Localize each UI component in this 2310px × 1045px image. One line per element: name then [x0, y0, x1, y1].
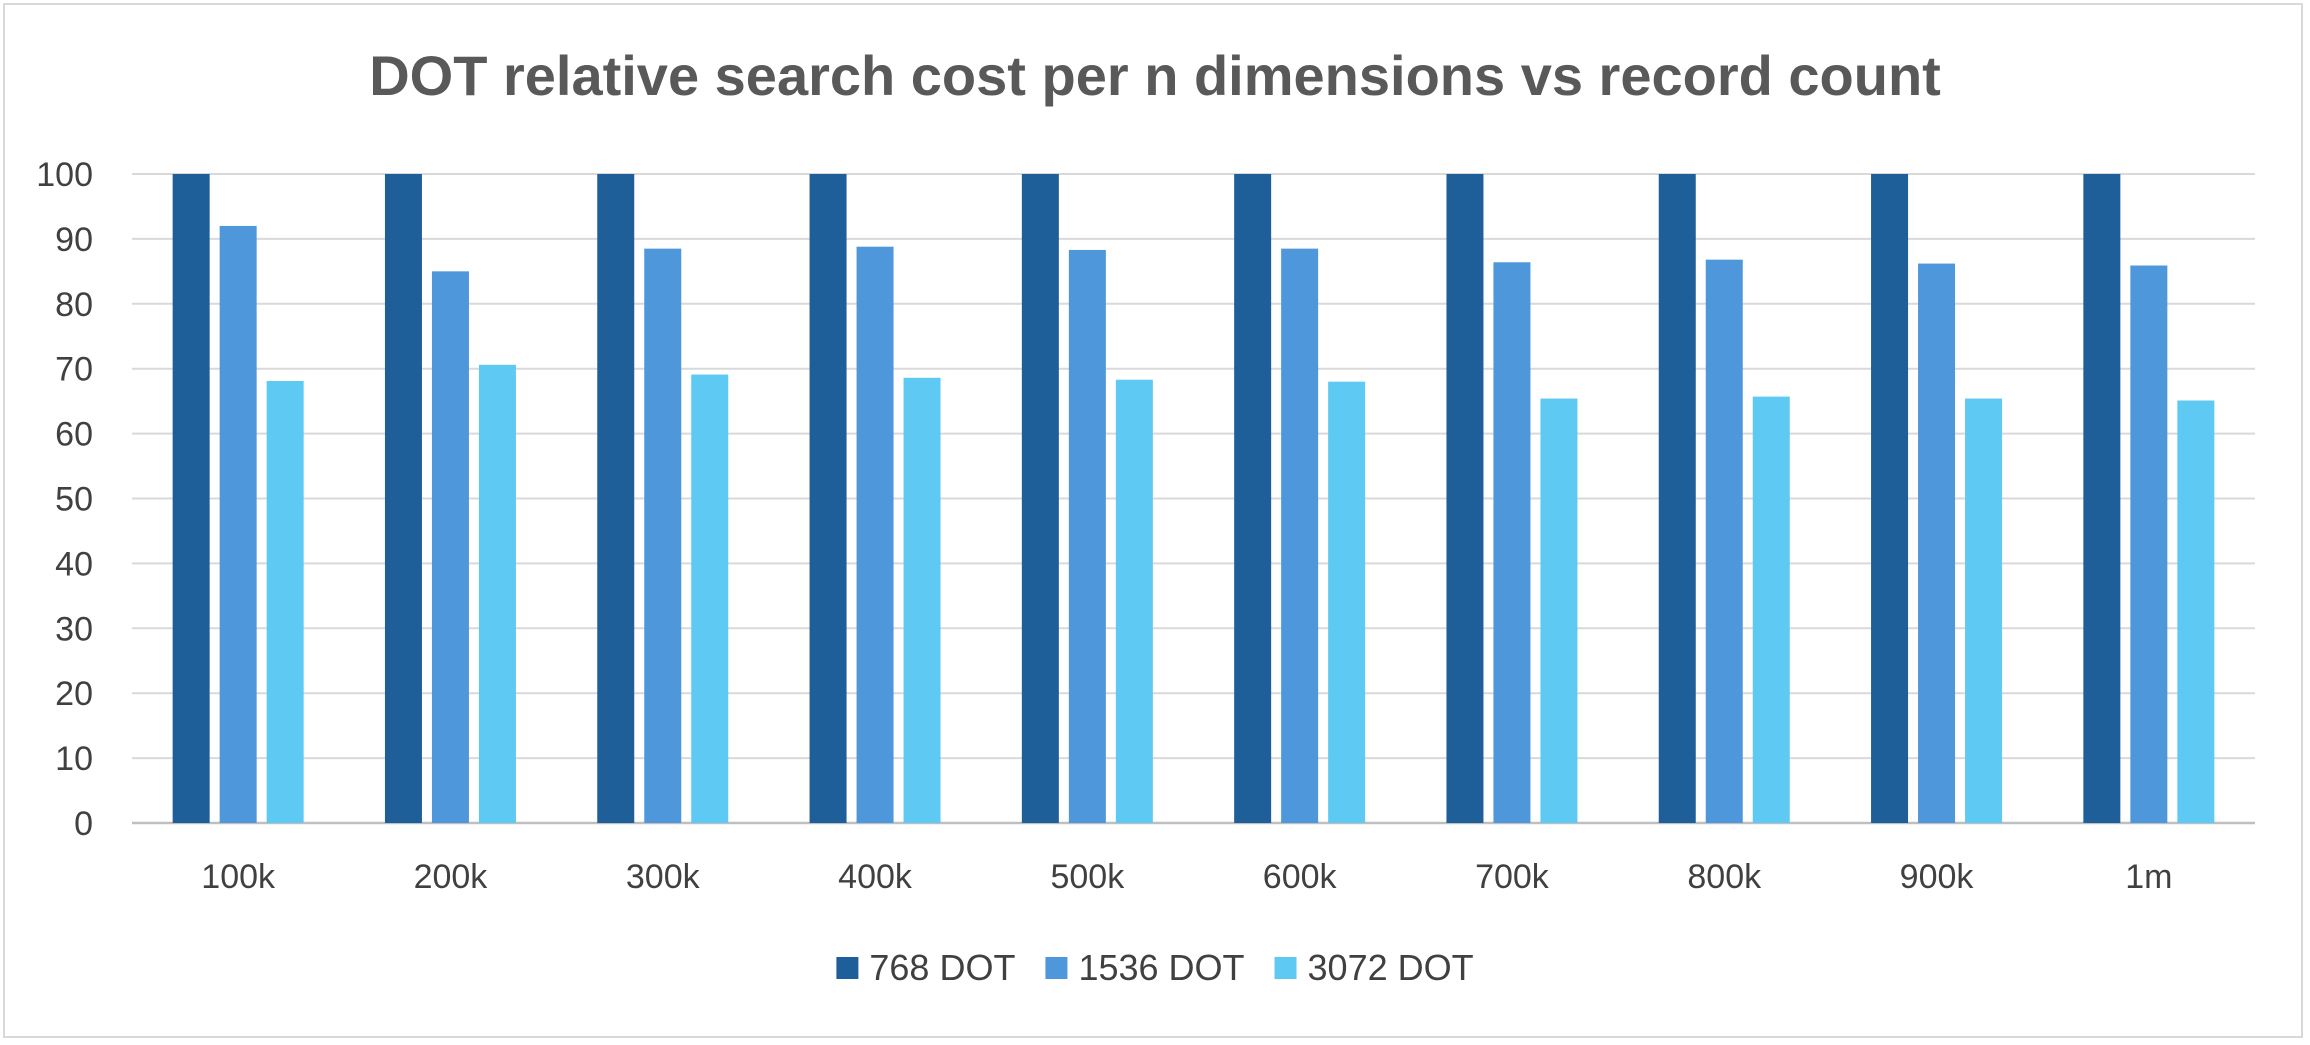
bar-group-1m	[2083, 174, 2215, 823]
y-tick-label: 100	[36, 156, 93, 194]
bars	[172, 174, 2215, 824]
bar-group-100k	[172, 174, 304, 824]
bar-3072-dot-1m	[2177, 400, 2215, 823]
x-tick-label: 200k	[414, 858, 489, 896]
y-tick-label: 10	[55, 740, 93, 778]
bar-768-dot-800k	[1658, 174, 1696, 823]
bar-768-dot-500k	[1021, 174, 1059, 823]
bar-1536-dot-100k	[219, 225, 257, 824]
chart-title: DOT relative search cost per n dimension…	[369, 44, 1941, 107]
bar-group-300k	[597, 174, 729, 823]
bar-1536-dot-700k	[1493, 262, 1531, 823]
y-tick-label: 60	[55, 416, 93, 454]
bar-3072-dot-600k	[1328, 381, 1366, 823]
y-tick-label: 50	[55, 481, 93, 519]
y-tick-label: 70	[55, 351, 93, 389]
legend-swatch	[1045, 957, 1068, 979]
y-tick-label: 80	[55, 286, 93, 324]
bar-1536-dot-200k	[431, 271, 469, 824]
legend-swatch	[1274, 957, 1297, 979]
y-tick-label: 30	[55, 610, 93, 648]
x-tick-label: 600k	[1263, 858, 1338, 896]
legend-label: 3072 DOT	[1308, 947, 1474, 988]
bar-3072-dot-900k	[1965, 398, 2003, 823]
bar-1536-dot-1m	[2130, 265, 2168, 823]
bar-group-500k	[1021, 174, 1153, 824]
bar-1536-dot-900k	[1918, 263, 1956, 823]
bar-1536-dot-800k	[1705, 259, 1743, 824]
x-tick-label: 900k	[1900, 858, 1975, 896]
bar-1536-dot-500k	[1068, 249, 1106, 824]
bar-3072-dot-100k	[266, 381, 304, 823]
legend-swatch	[836, 957, 859, 979]
bar-768-dot-300k	[597, 174, 635, 823]
bar-3072-dot-500k	[1115, 379, 1153, 823]
bar-768-dot-600k	[1234, 174, 1272, 823]
bar-group-900k	[1871, 174, 2003, 823]
legend: 768 DOT 1536 DOT 3072 DOT	[836, 947, 1474, 988]
x-tick-label: 100k	[201, 858, 276, 896]
bar-group-800k	[1658, 174, 1790, 824]
legend-label: 1536 DOT	[1078, 947, 1244, 988]
bar-3072-dot-200k	[478, 364, 516, 823]
y-tick-label: 0	[74, 805, 93, 843]
x-tick-label: 800k	[1687, 858, 1762, 896]
y-tick-label: 20	[55, 675, 93, 713]
bar-3072-dot-300k	[691, 374, 729, 823]
bar-1536-dot-300k	[644, 248, 682, 823]
bar-768-dot-400k	[809, 174, 847, 823]
bar-3072-dot-400k	[903, 377, 941, 823]
bar-768-dot-100k	[172, 174, 210, 823]
bar-group-600k	[1234, 174, 1366, 823]
bar-768-dot-700k	[1446, 174, 1484, 823]
y-tick-label: 40	[55, 545, 93, 583]
x-tick-label: 500k	[1050, 858, 1125, 896]
bar-768-dot-1m	[2083, 174, 2121, 823]
bar-group-700k	[1446, 174, 1578, 823]
bar-group-400k	[809, 174, 941, 824]
bar-768-dot-200k	[384, 174, 422, 823]
x-axis-ticks: 100k 200k 300k 400k 500k 600k 700k 800k 900k 1m	[201, 858, 2172, 896]
y-tick-label: 90	[55, 221, 93, 259]
bar-3072-dot-800k	[1752, 396, 1790, 823]
x-tick-label: 700k	[1475, 858, 1550, 896]
bar-group-200k	[384, 174, 516, 824]
bar-1536-dot-600k	[1281, 248, 1319, 823]
bar-1536-dot-400k	[856, 246, 894, 824]
x-tick-label: 400k	[838, 858, 913, 896]
x-tick-label: 1m	[2125, 858, 2172, 896]
y-axis-ticks: 0 10 20 30 40 50 60 70 80 90 100	[36, 156, 93, 843]
bar-3072-dot-700k	[1540, 398, 1578, 823]
bar-768-dot-900k	[1871, 174, 1909, 823]
legend-label: 768 DOT	[869, 947, 1015, 988]
x-tick-label: 300k	[626, 858, 701, 896]
